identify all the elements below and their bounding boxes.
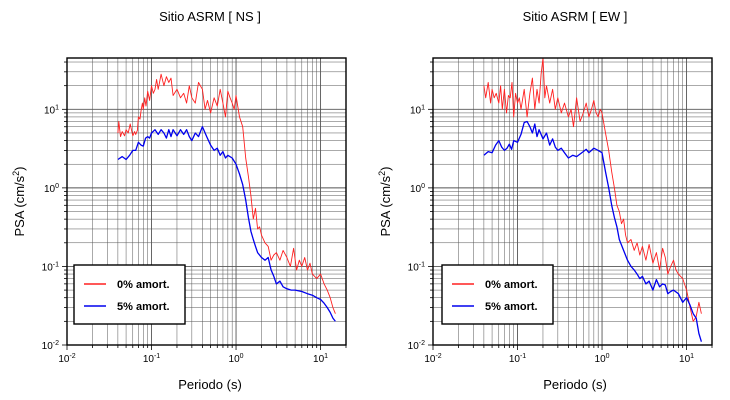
tick-label-base: 10: [229, 354, 241, 365]
y-axis-label-text: PSA (cm/s: [12, 175, 27, 236]
tick-label-base: 10: [410, 105, 422, 116]
legend-label-damped: 5% amort.: [485, 301, 538, 313]
tick-label-base: 10: [143, 354, 155, 365]
tick-label-base: 10: [44, 105, 56, 116]
tick-label-exponent: 1: [690, 353, 694, 360]
tick-label-base: 10: [509, 354, 521, 365]
x-axis-label: Periodo (s): [543, 377, 607, 392]
y-axis-label-text: PSA (cm/s: [378, 175, 393, 236]
legend-box: [441, 264, 554, 325]
y-tick-label: 101: [44, 104, 59, 116]
x-tick-label: 10-1: [143, 353, 160, 365]
legend-box: [73, 264, 186, 325]
x-tick-label: 10-1: [509, 353, 526, 365]
tick-label-base: 10: [408, 341, 420, 352]
tick-label-exponent: -1: [154, 353, 160, 360]
tick-label-base: 10: [408, 262, 420, 273]
x-tick-label: 10-2: [424, 353, 441, 365]
tick-label-base: 10: [42, 262, 54, 273]
y-tick-label: 10-1: [42, 261, 59, 273]
legend: 0% amort. 5% amort.: [441, 264, 554, 325]
y-tick-label: 10-1: [408, 261, 425, 273]
plot-frame: [432, 57, 713, 346]
legend-label-undamped: 0% amort.: [117, 279, 170, 291]
plot-frame: [66, 57, 347, 346]
tick-label-exponent: -1: [520, 353, 526, 360]
y-tick-label: 100: [410, 183, 425, 195]
tick-label-exponent: 0: [606, 353, 610, 360]
tick-label-exponent: 0: [55, 183, 59, 190]
tick-label-exponent: 1: [324, 353, 328, 360]
legend-label-undamped: 0% amort.: [485, 279, 538, 291]
x-tick-label: 100: [595, 353, 610, 365]
tick-label-exponent: 0: [421, 183, 425, 190]
tick-label-base: 10: [679, 354, 691, 365]
x-tick-label: 101: [679, 353, 694, 365]
tick-label-exponent: -2: [435, 353, 441, 360]
legend: 0% amort. 5% amort.: [73, 264, 186, 325]
tick-label-base: 10: [313, 354, 325, 365]
tick-label-exponent: 0: [240, 353, 244, 360]
series-line-damped: [117, 126, 336, 322]
series-line-undamped: [483, 57, 702, 322]
chart-title: Sitio ASRM [ EW ]: [523, 9, 628, 24]
tick-label-exponent: 1: [55, 104, 59, 111]
tick-label-exponent: -1: [53, 261, 59, 268]
tick-label-exponent: -2: [419, 340, 425, 347]
legend-label-damped: 5% amort.: [117, 301, 170, 313]
tick-label-exponent: -1: [419, 261, 425, 268]
tick-label-base: 10: [595, 354, 607, 365]
y-tick-label: 10-2: [408, 340, 425, 352]
y-tick-label: 10-2: [42, 340, 59, 352]
x-tick-label: 101: [313, 353, 328, 365]
tick-label-exponent: -2: [53, 340, 59, 347]
tick-label-exponent: 1: [421, 104, 425, 111]
tick-label-base: 10: [424, 354, 436, 365]
y-axis-label-end: ): [378, 166, 393, 170]
series-line-damped: [483, 120, 703, 342]
series-line-undamped: [117, 73, 336, 314]
y-axis-label: PSA (cm/s2): [377, 166, 393, 236]
y-axis-label-sup: 2: [11, 171, 21, 176]
y-axis-label-end: ): [12, 166, 27, 170]
y-axis-label: PSA (cm/s2): [11, 166, 27, 236]
x-tick-label: 10-2: [58, 353, 75, 365]
x-tick-label: 100: [229, 353, 244, 365]
y-tick-label: 100: [44, 183, 59, 195]
tick-label-exponent: -2: [69, 353, 75, 360]
y-axis-label-sup: 2: [377, 171, 387, 176]
tick-label-base: 10: [44, 184, 56, 195]
y-tick-label: 101: [410, 104, 425, 116]
x-axis-label: Periodo (s): [178, 377, 242, 392]
tick-label-base: 10: [410, 184, 422, 195]
tick-label-base: 10: [42, 341, 54, 352]
tick-label-base: 10: [58, 354, 70, 365]
chart-title: Sitio ASRM [ NS ]: [159, 9, 261, 24]
